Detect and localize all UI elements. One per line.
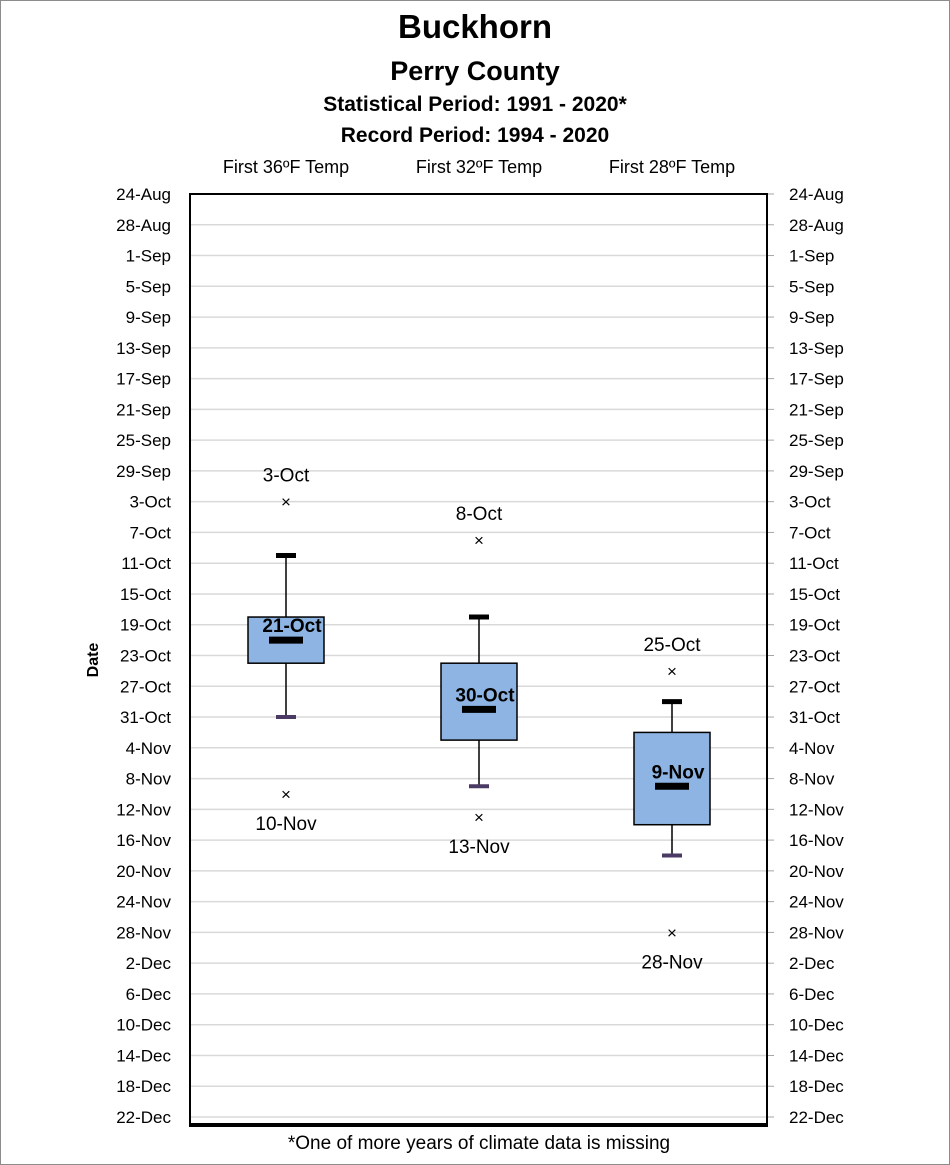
y-tick-label-left: 29-Sep [116,462,171,481]
earliest-marker: × [281,493,291,512]
y-tick-label-right: 16-Nov [789,831,844,850]
y-tick-label-right: 23-Oct [789,647,840,666]
y-tick-label-left: 12-Nov [116,800,171,819]
y-tick-label-left: 13-Sep [116,339,171,358]
y-tick-label-right: 27-Oct [789,677,840,696]
y-tick-label-left: 31-Oct [120,708,171,727]
y-tick-label-right: 29-Sep [789,462,844,481]
y-tick-label-right: 11-Oct [789,554,839,573]
y-tick-label-right: 18-Dec [789,1077,844,1096]
y-tick-label-left: 2-Dec [126,954,172,973]
earliest-label: 25-Oct [643,635,701,656]
footnote: *One of more years of climate data is mi… [287,1133,671,1154]
y-tick-label-left: 7-Oct [129,523,171,542]
category-label: First 32ºF Temp [416,157,542,177]
y-tick-label-right: 9-Sep [789,308,834,327]
y-tick-label-right: 21-Sep [789,400,844,419]
y-tick-label-left: 9-Sep [126,308,171,327]
y-axis-title: Date [85,643,102,678]
y-tick-label-right: 1-Sep [789,247,834,266]
y-tick-label-left: 25-Sep [116,431,171,450]
y-tick-label-right: 24-Nov [789,893,844,912]
y-tick-label-right: 31-Oct [789,708,840,727]
y-tick-label-right: 13-Sep [789,339,844,358]
latest-marker: × [667,923,677,942]
y-tick-label-right: 7-Oct [789,523,831,542]
latest-marker: × [474,808,484,827]
y-tick-label-right: 24-Aug [789,185,844,204]
earliest-label: 3-Oct [263,466,310,487]
y-tick-label-right: 17-Sep [789,370,844,389]
y-tick-label-left: 6-Dec [126,985,172,1004]
earliest-marker: × [667,662,677,681]
latest-label: 13-Nov [448,837,510,858]
y-tick-label-right: 10-Dec [789,1016,844,1035]
y-tick-label-right: 8-Nov [789,770,835,789]
iqr-box [440,662,518,741]
y-tick-label-left: 14-Dec [116,1046,171,1065]
median-label: 9-Nov [652,762,705,783]
y-tick-label-right: 20-Nov [789,862,844,881]
y-tick-label-left: 15-Oct [120,585,171,604]
earliest-marker: × [474,531,484,550]
y-tick-label-left: 20-Nov [116,862,171,881]
latest-label: 10-Nov [255,814,317,835]
y-tick-label-left: 10-Dec [116,1016,171,1035]
category-label: First 36ºF Temp [223,157,349,177]
y-tick-label-left: 21-Sep [116,400,171,419]
y-tick-label-left: 4-Nov [126,739,172,758]
y-tick-label-right: 19-Oct [789,616,840,635]
y-tick-label-left: 27-Oct [120,677,171,696]
y-tick-label-left: 24-Nov [116,893,171,912]
chart-title: Buckhorn [397,8,552,45]
y-tick-label-left: 18-Dec [116,1077,171,1096]
y-tick-label-left: 19-Oct [120,616,171,635]
y-tick-label-left: 24-Aug [116,185,171,204]
y-tick-label-left: 8-Nov [126,770,172,789]
latest-label: 28-Nov [641,952,703,973]
median-label: 21-Oct [262,616,322,637]
y-tick-label-left: 23-Oct [120,647,171,666]
y-tick-label-right: 22-Dec [789,1108,844,1127]
y-tick-label-left: 11-Oct [121,554,171,573]
median-label: 30-Oct [455,685,515,706]
y-tick-label-left: 1-Sep [126,247,171,266]
y-tick-label-right: 5-Sep [789,277,834,296]
y-tick-label-right: 28-Nov [789,923,844,942]
y-tick-label-left: 28-Nov [116,923,171,942]
y-tick-label-left: 17-Sep [116,370,171,389]
y-tick-label-right: 6-Dec [789,985,835,1004]
y-tick-label-right: 25-Sep [789,431,844,450]
chart-subtitle-record-period: Record Period: 1994 - 2020 [340,124,610,147]
y-tick-label-right: 3-Oct [789,493,831,512]
chart-subtitle-statistical-period: Statistical Period: 1991 - 2020* [323,93,627,116]
y-tick-label-right: 14-Dec [789,1046,844,1065]
y-tick-label-left: 28-Aug [116,216,171,235]
iqr-box [633,731,711,826]
y-tick-label-left: 16-Nov [116,831,171,850]
y-tick-label-right: 15-Oct [789,585,840,604]
y-tick-label-left: 3-Oct [129,493,171,512]
y-tick-label-right: 2-Dec [789,954,835,973]
y-tick-label-right: 28-Aug [789,216,844,235]
latest-marker: × [281,785,291,804]
y-tick-label-right: 4-Nov [789,739,835,758]
y-tick-label-right: 12-Nov [789,800,844,819]
category-label: First 28ºF Temp [609,157,735,177]
y-tick-label-left: 22-Dec [116,1108,171,1127]
y-tick-label-left: 5-Sep [126,277,171,296]
chart-subtitle-county: Perry County [390,56,560,86]
earliest-label: 8-Oct [456,504,503,525]
